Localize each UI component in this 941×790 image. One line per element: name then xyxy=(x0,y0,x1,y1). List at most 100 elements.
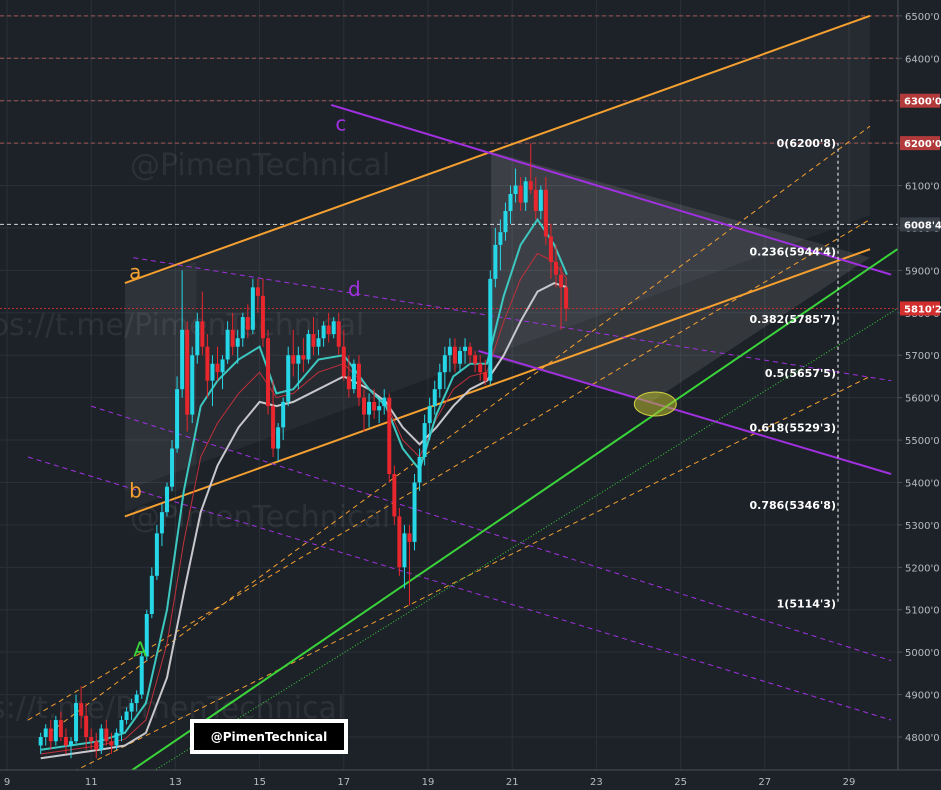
annotations: a b c d A xyxy=(129,111,361,661)
brand-label: @PimenTechnical xyxy=(211,730,327,744)
candle-body xyxy=(104,728,109,742)
price-badge-label: 6300'0 xyxy=(904,97,941,108)
target-zone-ellipse xyxy=(633,391,677,417)
candle-body xyxy=(99,728,104,750)
candle-body xyxy=(523,181,528,203)
price-badge xyxy=(900,136,940,151)
candle-body xyxy=(114,732,119,746)
candle-body xyxy=(38,737,43,746)
candle-body xyxy=(94,741,99,750)
y-tick-label: 6500'0 xyxy=(905,12,940,23)
candles xyxy=(38,143,569,759)
candle-body xyxy=(316,338,321,347)
trend-channels xyxy=(27,14,898,785)
candle-body xyxy=(412,482,417,542)
candle-body xyxy=(109,741,114,746)
candle-body xyxy=(311,334,316,347)
candle-body xyxy=(483,372,488,381)
candle-body xyxy=(331,321,336,335)
y-tick-label: 5900'0 xyxy=(905,266,940,277)
ma_teal-line xyxy=(40,217,568,751)
candle-body xyxy=(195,321,200,356)
shade-upper-channel xyxy=(124,15,871,491)
candle-body xyxy=(508,194,513,211)
candle-body xyxy=(266,338,271,407)
candle-body xyxy=(68,741,73,746)
candle-body xyxy=(306,334,311,360)
moving-averages xyxy=(40,217,568,760)
candle-body xyxy=(43,728,48,737)
candle-body xyxy=(422,423,427,458)
candle-body xyxy=(498,232,503,245)
candle-body xyxy=(175,389,180,449)
candle-body xyxy=(417,457,422,483)
candle-body xyxy=(154,533,159,576)
candle-body xyxy=(63,737,68,746)
candle-body xyxy=(58,720,63,737)
y-tick-label: 6400'0 xyxy=(905,54,940,65)
candle-body xyxy=(164,486,169,513)
channel-b-line xyxy=(124,248,871,518)
candle-body xyxy=(281,401,286,428)
candle-body xyxy=(351,363,356,390)
channel-d-line xyxy=(133,257,892,382)
x-tick-label: 9 xyxy=(4,777,10,788)
price-badge xyxy=(900,301,940,316)
candle-body xyxy=(513,185,518,195)
candle-body xyxy=(190,355,195,415)
fib-level-label: 0.382(5785'7) xyxy=(750,313,837,326)
shaded-regions xyxy=(124,15,871,513)
candle-body xyxy=(124,711,129,721)
x-tick-label: 17 xyxy=(337,777,350,788)
candle-body xyxy=(291,355,296,364)
channel-a-line xyxy=(124,14,871,285)
candle-body xyxy=(447,346,452,356)
candle-body xyxy=(74,703,79,742)
watermark: @PimenTechnical xyxy=(130,500,390,535)
candle-body xyxy=(564,287,569,309)
candle-body xyxy=(528,181,533,190)
candle-body xyxy=(296,355,301,364)
candle-body xyxy=(225,329,230,360)
candle-body xyxy=(286,355,291,402)
candle-body xyxy=(79,703,84,716)
y-tick-label: 5600'0 xyxy=(905,394,940,405)
x-tick-label: 11 xyxy=(85,777,98,788)
candle-body xyxy=(377,406,382,411)
channel-d-outer xyxy=(27,456,892,721)
candle-body xyxy=(149,575,154,614)
candle-body xyxy=(260,295,265,339)
shade-triangle xyxy=(491,151,871,402)
x-tick-label: 25 xyxy=(674,777,687,788)
y-tick-label: 4900'0 xyxy=(905,691,940,702)
candle-body xyxy=(367,401,372,415)
y-tick-label: 5500'0 xyxy=(905,436,940,447)
candle-body xyxy=(326,325,331,335)
x-tick-label: 13 xyxy=(169,777,182,788)
x-tick-label: 29 xyxy=(843,777,856,788)
candle-body xyxy=(84,715,89,737)
candle-body xyxy=(407,533,412,542)
y-tick-label: 5300'0 xyxy=(905,521,940,532)
candle-body xyxy=(538,189,543,211)
watermark: @PimenTechnical xyxy=(130,148,390,183)
candle-body xyxy=(159,512,164,534)
y-tick-label: 5700'0 xyxy=(905,351,940,362)
candle-body xyxy=(452,346,457,364)
y-tick-label: 4800'0 xyxy=(905,733,940,744)
channel-c-line xyxy=(330,103,892,276)
candle-body xyxy=(437,372,442,390)
annotation-a: a xyxy=(129,260,141,284)
candle-body xyxy=(432,389,437,407)
candle-body xyxy=(144,613,149,657)
candle-body xyxy=(392,473,397,517)
y-tick-label: 5000'0 xyxy=(905,648,940,659)
ma_red-line xyxy=(40,252,568,755)
candle-body xyxy=(346,376,351,390)
price-badge xyxy=(900,93,940,108)
candle-body xyxy=(170,448,175,487)
candle-body xyxy=(382,397,387,407)
candle-body xyxy=(356,363,361,398)
x-tick-label: 21 xyxy=(506,777,519,788)
candle-body xyxy=(271,406,276,449)
